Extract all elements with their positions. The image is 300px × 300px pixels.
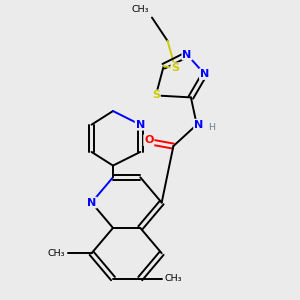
Text: N: N — [136, 120, 145, 130]
Text: S: S — [171, 63, 179, 73]
Text: N: N — [87, 198, 96, 208]
Text: N: N — [200, 69, 209, 79]
Text: S: S — [152, 91, 160, 100]
Text: CH₃: CH₃ — [48, 249, 65, 258]
Text: H: H — [208, 123, 215, 132]
Text: CH₃: CH₃ — [165, 274, 182, 283]
Text: O: O — [144, 135, 154, 145]
Text: CH₃: CH₃ — [131, 4, 149, 14]
Text: N: N — [194, 120, 203, 130]
Text: N: N — [182, 50, 192, 59]
